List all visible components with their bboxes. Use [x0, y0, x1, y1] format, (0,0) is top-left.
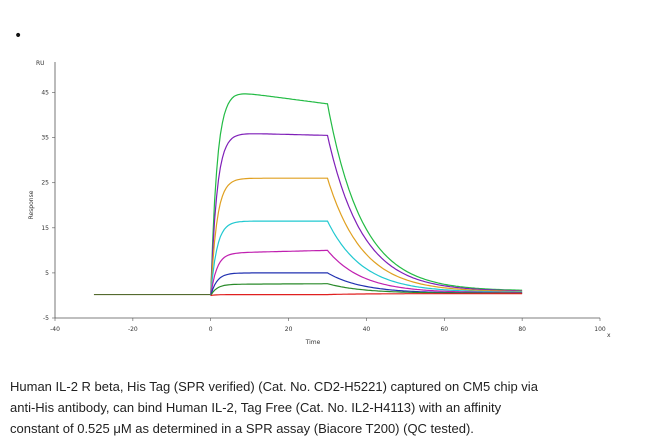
x-tick-label: -40	[50, 326, 60, 333]
x-tick-label: 60	[440, 326, 448, 333]
x-tick-label: 100	[594, 326, 606, 333]
y-tick-label: 25	[41, 180, 49, 187]
y-tick-label: 35	[41, 135, 49, 142]
caption-line-2: anti-His antibody, can bind Human IL-2, …	[10, 400, 502, 415]
bullet: •	[14, 28, 22, 44]
y-axis-label: Response	[28, 190, 35, 219]
sensorgram-curve-2	[210, 133, 523, 296]
x-tick-label: 80	[518, 326, 526, 333]
y-tick-label: 15	[41, 225, 49, 232]
sensorgram-curve-7	[210, 283, 523, 296]
y-tick-label: 45	[41, 90, 49, 97]
x-axis-label: Time	[305, 339, 321, 346]
axes	[54, 62, 600, 319]
x-axis-arrow: x	[607, 332, 611, 339]
sensorgram-curve-5	[210, 249, 523, 296]
caption-line-3: constant of 0.525 μM as determined in a …	[10, 421, 474, 436]
sensorgram-curve-1	[210, 93, 523, 296]
y-tick-label: 5	[45, 270, 49, 277]
tick-labels: -40 -20 0 20 40 60 80 100 -5 5 15 25 35 45	[41, 90, 606, 333]
figure-caption: Human IL-2 R beta, His Tag (SPR verified…	[10, 376, 642, 439]
x-tick-label: 0	[209, 326, 213, 333]
x-tick-label: -20	[128, 326, 138, 333]
sensorgram-curve-8	[210, 293, 523, 297]
sensorgram-curve-4	[210, 220, 523, 296]
y-unit-label: RU	[36, 60, 45, 67]
x-tick-label: 40	[363, 326, 371, 333]
caption-line-1: Human IL-2 R beta, His Tag (SPR verified…	[10, 379, 538, 394]
x-tick-label: 20	[285, 326, 293, 333]
y-tick-label: -5	[43, 315, 49, 322]
sensorgram-curves	[93, 93, 523, 297]
spr-chart: • RU Response Time x -40 -20 0 20 40 60 80 100-…	[14, 28, 611, 346]
sensorgram-curve-3	[210, 177, 523, 296]
